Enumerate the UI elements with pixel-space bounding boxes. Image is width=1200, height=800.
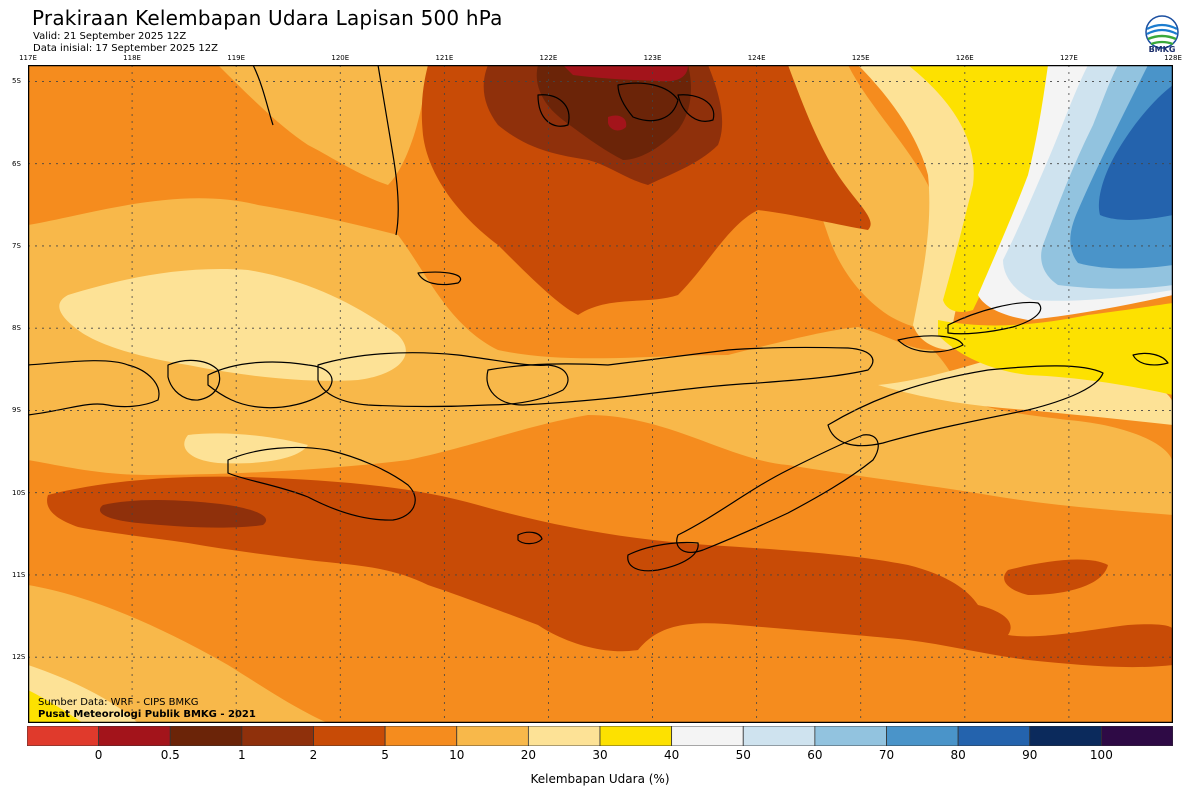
longitude-label: 119E xyxy=(227,54,246,62)
bmkg-logo-label: BMKG xyxy=(1148,45,1176,54)
organization-credit: Pusat Meteorologi Publik BMKG - 2021 xyxy=(38,709,256,720)
colorbar-bin xyxy=(98,726,171,746)
colorbar-tick-label: 5 xyxy=(381,748,389,762)
bmkg-logo-icon xyxy=(1145,15,1179,49)
colorbar-bin xyxy=(456,726,529,746)
field-region xyxy=(563,65,688,82)
colorbar xyxy=(27,726,1173,746)
longitude-label: 123E xyxy=(643,54,662,62)
field-region xyxy=(99,500,267,528)
valid-time: Valid: 21 September 2025 12Z xyxy=(33,31,187,42)
field-region xyxy=(938,303,1173,395)
colorbar-tick-label: 0 xyxy=(94,748,103,762)
colorbar-tick-label: 40 xyxy=(663,748,680,762)
longitude-label: 125E xyxy=(851,54,870,62)
longitude-label: 127E xyxy=(1060,54,1078,62)
latitude-label: 8S xyxy=(12,324,21,333)
colorbar-tick-label: 100 xyxy=(1089,748,1113,762)
longitude-label: 122E xyxy=(539,54,558,62)
colorbar-bin xyxy=(814,726,887,746)
colorbar-tick-label: 70 xyxy=(878,748,895,762)
longitude-label: 121E xyxy=(435,54,454,62)
latitude-label: 10S xyxy=(12,488,26,497)
humidity-field xyxy=(28,65,1173,723)
colorbar-bin xyxy=(169,726,243,746)
colorbar-tick-label: 30 xyxy=(592,748,608,762)
colorbar-label: Kelembapan Udara (%) xyxy=(530,772,670,786)
colorbar-tick-label: 2 xyxy=(309,748,318,762)
latitude-label: 5S xyxy=(12,77,21,86)
longitude-label: 124E xyxy=(747,54,766,62)
colorbar-tick-label: 20 xyxy=(520,748,537,762)
coastlines xyxy=(28,65,1169,572)
latitude-label: 11S xyxy=(12,570,26,579)
colorbar-bin xyxy=(313,726,386,746)
map-gridlines xyxy=(28,65,1173,723)
field-region xyxy=(184,433,308,464)
colorbar-bin xyxy=(1100,726,1173,746)
field-region xyxy=(28,198,1173,516)
longitude-label: 128E xyxy=(1164,54,1182,62)
colorbar-bin xyxy=(957,726,1031,746)
longitude-label: 120E xyxy=(331,54,350,62)
field-region xyxy=(588,65,955,330)
longitude-label: 118E xyxy=(123,54,141,62)
data-source: Sumber Data: WRF - CIPS BMKG xyxy=(38,697,199,708)
colorbar-tick-label: 60 xyxy=(807,748,823,762)
colorbar-tick-label: 0.5 xyxy=(160,748,180,762)
colorbar-tick-label: 1 xyxy=(238,748,246,762)
colorbar-bin xyxy=(599,726,673,746)
humidity-map xyxy=(28,65,1173,723)
map-frame xyxy=(28,65,1173,723)
init-time: Data inisial: 17 September 2025 12Z xyxy=(33,43,218,54)
field-region xyxy=(47,476,1173,668)
colorbar-tick-label: 90 xyxy=(1022,748,1038,762)
latitude-label: 9S xyxy=(12,406,21,415)
colorbar-bin xyxy=(527,726,601,746)
colorbar-bin xyxy=(671,726,744,746)
colorbar-bin xyxy=(1029,726,1102,746)
field-region xyxy=(28,690,83,723)
field-region xyxy=(608,115,627,131)
longitude-label: 117E xyxy=(19,54,37,62)
colorbar-bin xyxy=(886,726,959,746)
latitude-label: 12S xyxy=(12,653,26,662)
colorbar-tick-label: 10 xyxy=(449,748,465,762)
colorbar-bin xyxy=(742,726,816,746)
colorbar-bin xyxy=(241,726,314,746)
field-region xyxy=(218,65,428,185)
longitude-label: 126E xyxy=(955,54,974,62)
field-region xyxy=(1098,85,1173,220)
colorbar-tick-label: 50 xyxy=(735,748,751,762)
colorbar-bin xyxy=(27,726,100,746)
latitude-label: 7S xyxy=(12,241,21,250)
field-region xyxy=(1004,559,1108,595)
colorbar-tick-label: 80 xyxy=(950,748,966,762)
field-region xyxy=(59,269,406,381)
colorbar-bin xyxy=(384,726,458,746)
map-title: Prakiraan Kelembapan Udara Lapisan 500 h… xyxy=(32,6,503,30)
latitude-label: 6S xyxy=(12,159,21,168)
